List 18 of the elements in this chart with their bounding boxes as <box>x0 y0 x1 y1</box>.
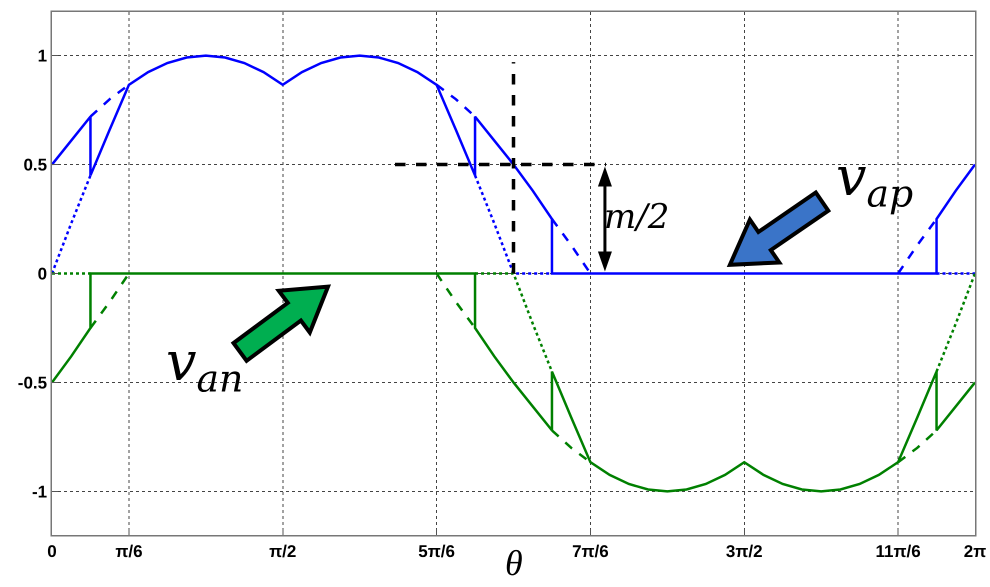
x-tick-label: π/2 <box>269 542 296 561</box>
x-axis-title: θ <box>505 543 523 583</box>
x-tick-label: π/6 <box>115 542 143 561</box>
x-tick-label: 7π/6 <box>572 542 609 561</box>
line-series <box>52 54 975 275</box>
y-tick-label: 0 <box>38 264 48 284</box>
annotation: m/2 <box>604 197 670 237</box>
x-tick-label: 5π/6 <box>418 542 455 561</box>
y-tick-label: -0.5 <box>18 373 48 392</box>
y-tick-label: 0.5 <box>23 155 48 174</box>
x-tick-label: 3π/2 <box>726 542 763 561</box>
x-tick-label: 2π <box>964 542 986 561</box>
x-tick-label: 11π/6 <box>875 542 921 561</box>
line-series <box>52 272 975 493</box>
y-tick-label: 1 <box>38 46 48 66</box>
annotation: v$_{an}$ <box>166 330 244 400</box>
annotation: v$_{ap}$ <box>836 145 914 216</box>
y-tick-label: -1 <box>32 482 48 502</box>
